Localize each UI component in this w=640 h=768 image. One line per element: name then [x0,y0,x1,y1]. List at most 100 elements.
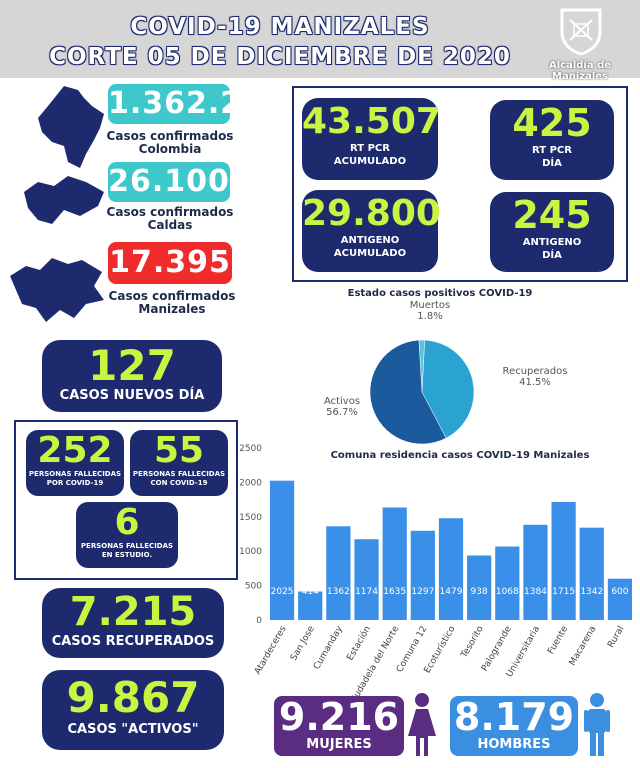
caldas-label-line1: Casos confirmados [106,205,234,219]
x-tick-label: Estación [345,624,374,662]
bar-value-label: 1068 [496,587,519,597]
x-tick-label: Ciudadela del Norte [348,624,402,700]
antigeno-acumulado-line2: ACUMULADO [333,248,407,259]
pie-label-activos-name: Activos [323,396,361,407]
antigeno-acumulado-line1: ANTIGENO [340,235,400,246]
bar-value-label: 1715 [552,587,575,597]
bar [551,502,576,620]
x-tick-label: Atardeceres [253,624,289,676]
x-tick-label: San Jose [289,624,317,662]
bar [523,524,548,620]
pie-label-activos-pct: 56.7% [326,407,358,418]
pcr-dia-card: 425 RT PCR DÍA [490,100,614,180]
bar-value-label: 1342 [580,587,603,597]
deaths-study-line1: PERSONAS FALLECIDAS [80,542,174,550]
pie-label-recuperados-name: Recuperados [502,366,568,377]
colombia-confirmed-label: Casos confirmados Colombia [100,130,240,156]
deaths-covid-value: 252 [37,430,113,471]
bar-value-label: 600 [611,587,628,597]
women-label: MUJERES [306,737,372,752]
pcr-acumulado-line2: ACUMULADO [333,156,407,167]
pie-label-activos: Activos 56.7% [312,396,372,418]
man-icon [584,693,610,756]
antigeno-dia-line1: ANTIGENO [522,237,582,248]
antigeno-dia-line2: DÍA [542,250,562,261]
deaths-with-covid-line2: CON COVID-19 [150,479,208,487]
x-tick-label: Macarena [568,625,599,668]
header-banner [0,0,640,78]
men-card: 8.179 HOMBRES [450,696,578,756]
men-value: 8.179 [453,695,575,739]
active-value: 9.867 [66,673,200,722]
deaths-study-value: 6 [114,502,140,543]
manizales-label-line1: Casos confirmados [108,289,236,303]
y-tick-label: 1000 [239,547,262,557]
colombia-label-line2: Colombia [138,142,202,156]
manizales-map-icon [10,258,104,322]
recovered-label: CASOS RECUPERADOS [51,634,215,649]
deaths-study-card: 6 PERSONAS FALLECIDAS EN ESTUDIO. [76,502,178,568]
y-tick-label: 2000 [239,478,262,488]
pcr-dia-value: 425 [512,101,592,145]
antigeno-acumulado-value: 29.800 [302,193,441,234]
new-cases-label: CASOS NUEVOS DÍA [59,388,205,403]
y-tick-label: 1500 [239,513,262,523]
new-cases-value: 127 [88,341,176,390]
bar-value-label: 1297 [411,587,434,597]
bar [269,480,295,620]
pcr-dia-line1: RT PCR [532,145,572,156]
deaths-covid-card: 252 PERSONAS FALLECIDAS POR COVID-19 [26,430,124,496]
deaths-covid-line1: PERSONAS FALLECIDAS [28,470,122,478]
tests-frame [292,86,628,282]
deaths-covid-line2: POR COVID-19 [46,479,104,487]
pcr-acumulado-line1: RT PCR [350,143,390,154]
deaths-with-covid-card: 55 PERSONAS FALLECIDAS CON COVID-19 [130,430,228,496]
manizales-confirmed-value: 17.395 [109,245,231,280]
caldas-confirmed-label: Casos confirmados Caldas [100,206,240,232]
bar-value-label: 414 [302,587,319,597]
bar [579,527,604,620]
bar-value-label: 1635 [383,587,406,597]
pie-label-recuperados-pct: 41.5% [519,377,551,388]
pcr-acumulado-card: 43.507 RT PCR ACUMULADO [302,98,441,180]
x-tick-label: Cumanday [312,624,345,672]
pie-label-muertos-name: Muertos [409,300,451,311]
bar [607,578,633,620]
bar [495,546,520,620]
x-tick-label: Tesorito [459,624,486,661]
bar-value-label: 1384 [524,587,547,597]
pie-label-muertos-pct: 1.8% [417,311,443,322]
y-tick-label: 2500 [239,444,262,454]
caldas-label-line2: Caldas [147,218,193,232]
men-label: HOMBRES [477,737,551,752]
bar [410,530,435,620]
pie-label-recuperados: Recuperados 41.5% [490,366,580,388]
new-cases-card: 127 CASOS NUEVOS DÍA [42,340,222,412]
antigeno-acumulado-card: 29.800 ANTIGENO ACUMULADO [302,190,441,272]
bar-chart-title: Comuna residencia casos COVID-19 Manizal… [330,450,590,461]
deaths-frame [14,420,238,580]
page-subtitle: CORTE 05 DE DICIEMBRE DE 2020 [49,44,511,70]
bar-value-label: 1362 [327,587,350,597]
caldas-confirmed-badge: 26.100 [108,162,230,202]
bar-chart: 0 500 1000 1500 2000 2500 2025 Atardeceres 414 Sa… [239,444,633,700]
bar-value-label: 1174 [355,587,378,597]
bar-value-label: 2025 [271,587,294,597]
pie-slice-activos [369,339,447,445]
woman-icon [408,693,436,756]
bar-value-label: 1479 [440,587,463,597]
manizales-confirmed-badge: 17.395 [108,242,232,284]
bar [354,539,379,620]
pie-slice-recuperados [421,339,475,439]
caldas-confirmed-value: 26.100 [108,164,230,199]
manizales-confirmed-label: Casos confirmados Manizales [100,290,244,316]
deaths-with-covid-value: 55 [153,430,205,471]
manizales-label-line2: Manizales [138,302,206,316]
women-value: 9.216 [278,695,400,739]
colombia-confirmed-value: 1.362.249 [108,86,286,121]
pcr-acumulado-value: 43.507 [302,101,441,142]
shield-icon [560,8,602,56]
antigeno-dia-card: 245 ANTIGENO DÍA [490,192,614,272]
bar [382,507,407,620]
x-tick-label: Rural [606,625,626,650]
